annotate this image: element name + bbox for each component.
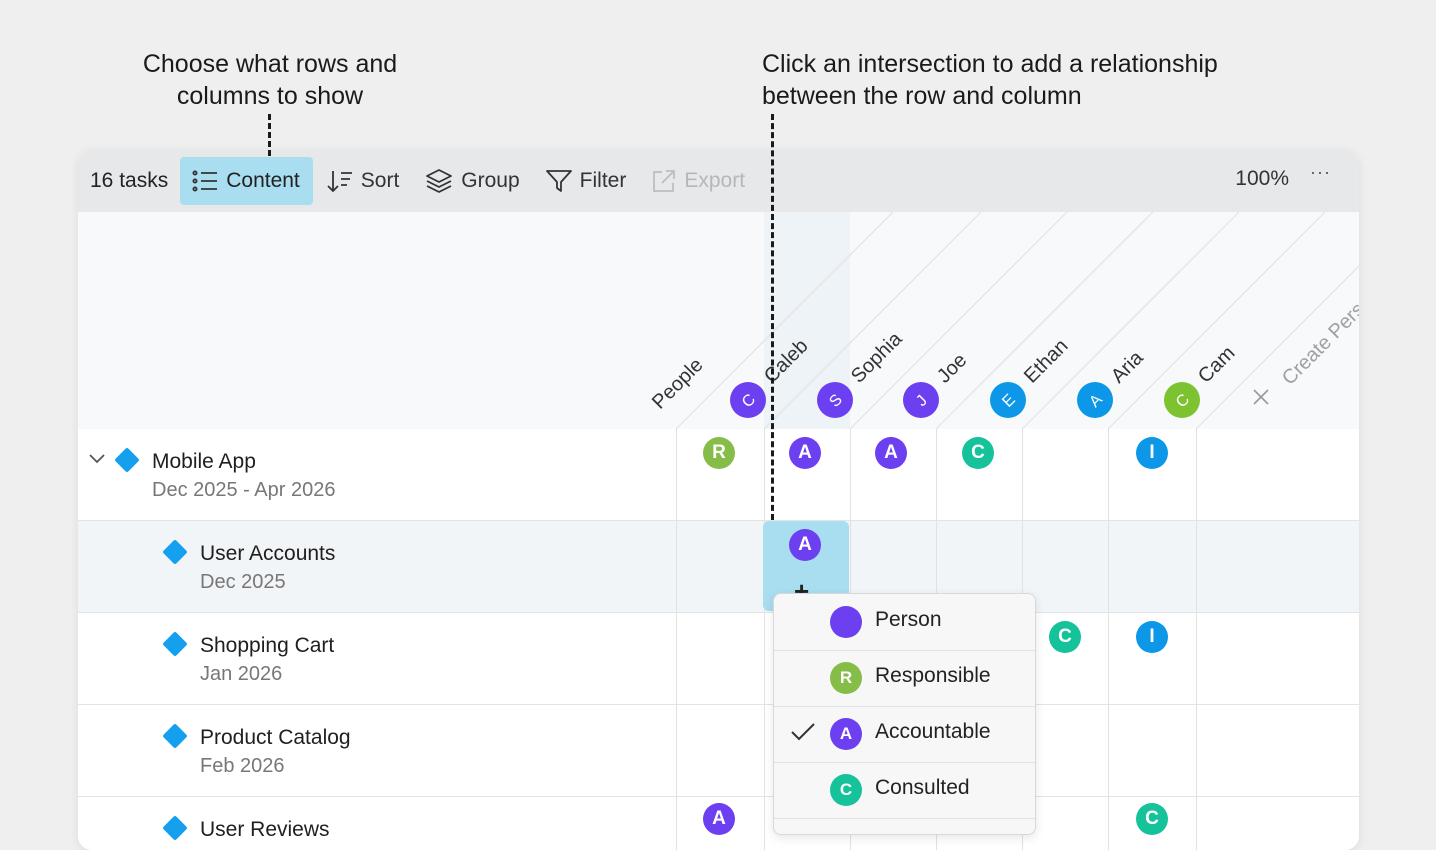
- person-name: Joe: [933, 349, 971, 387]
- annotation-pointer-right: [771, 114, 774, 520]
- raci-badge[interactable]: A: [789, 529, 821, 561]
- person-header-cam[interactable]: C Cam: [1164, 342, 1239, 418]
- accountable-badge-icon: A: [830, 718, 862, 750]
- sort-button[interactable]: Sort: [321, 157, 406, 205]
- create-person-label: Create Person: [1278, 283, 1359, 390]
- menu-item-accountable[interactable]: A Accountable: [774, 706, 1035, 763]
- person-name: Cam: [1194, 342, 1239, 387]
- zoom-level[interactable]: 100%: [1235, 167, 1289, 190]
- row-title: Product Catalog: [200, 726, 351, 749]
- avatar: [730, 382, 766, 418]
- milestone-icon: [114, 447, 140, 473]
- content-button-label: Content: [226, 169, 300, 192]
- check-icon: [791, 723, 815, 741]
- people-column-header: People: [648, 354, 708, 414]
- create-person-button[interactable]: Create Person: [1253, 283, 1359, 405]
- role-menu: Person R Responsible A Accountable C Con…: [773, 593, 1036, 835]
- avatar: [1077, 382, 1113, 418]
- raci-badge[interactable]: A: [875, 437, 907, 469]
- raci-badge[interactable]: I: [1136, 437, 1168, 469]
- annotation-right-line1: Click an intersection to add a relations…: [762, 50, 1218, 78]
- menu-item-consulted[interactable]: C Consulted: [774, 762, 1035, 819]
- raci-badge[interactable]: I: [1136, 621, 1168, 653]
- raci-badge[interactable]: C: [1136, 803, 1168, 835]
- chevron-down-icon[interactable]: [88, 453, 106, 465]
- annotation-right-line2: between the row and column: [762, 82, 1082, 110]
- menu-item-label: Person: [875, 608, 942, 631]
- row-date: Feb 2026: [200, 755, 285, 777]
- row-title: User Reviews: [200, 818, 330, 841]
- annotation-left-line2: columns to show: [176, 82, 364, 110]
- milestone-icon: [162, 815, 188, 841]
- menu-item-label: Accountable: [875, 720, 991, 743]
- filter-button-label: Filter: [579, 169, 627, 192]
- annotation-right: Click an intersection to add a relations…: [762, 48, 1322, 112]
- layers-icon: [426, 169, 453, 193]
- export-icon: [653, 170, 676, 192]
- person-header-aria[interactable]: A Aria: [1077, 346, 1148, 418]
- person-header-ethan[interactable]: E Ethan: [990, 335, 1072, 418]
- raci-badge[interactable]: C: [1049, 621, 1081, 653]
- row-title: Shopping Cart: [200, 634, 335, 657]
- filter-button[interactable]: Filter: [540, 157, 633, 205]
- row-date: Dec 2025 - Apr 2026: [152, 479, 336, 501]
- table-row[interactable]: Shopping Cart Jan 2026: [78, 613, 1359, 705]
- raci-badge[interactable]: A: [789, 437, 821, 469]
- menu-item-label: Consulted: [875, 776, 970, 799]
- raci-badge[interactable]: C: [962, 437, 994, 469]
- export-button[interactable]: Export: [646, 157, 751, 205]
- close-icon: [1253, 389, 1269, 405]
- sort-button-label: Sort: [360, 169, 400, 192]
- milestone-icon: [162, 539, 188, 565]
- person-name: Caleb: [760, 335, 813, 388]
- task-count: 16 tasks: [90, 169, 169, 192]
- filter-icon: [545, 170, 572, 192]
- grid-line: [1196, 429, 1197, 850]
- person-avatar-icon: [830, 606, 862, 638]
- avatar: [903, 382, 939, 418]
- avatar: [817, 382, 853, 418]
- menu-item-responsible[interactable]: R Responsible: [774, 650, 1035, 707]
- raci-badge[interactable]: A: [703, 803, 735, 835]
- app-window: 16 tasks Content Sort: [78, 150, 1359, 850]
- list-icon: [192, 170, 218, 192]
- annotation-left: Choose what rows and columns to show: [110, 48, 430, 112]
- grid-line: [1108, 429, 1109, 850]
- person-name: Ethan: [1020, 335, 1073, 388]
- person-name: Aria: [1107, 346, 1148, 387]
- annotation-pointer-left: [268, 114, 271, 156]
- annotation-left-line1: Choose what rows and: [142, 50, 398, 78]
- grid-line: [676, 429, 677, 850]
- milestone-icon: [162, 631, 188, 657]
- toolbar: 16 tasks Content Sort: [78, 150, 1359, 212]
- milestone-icon: [162, 723, 188, 749]
- consulted-badge-icon: C: [830, 774, 862, 806]
- table-row[interactable]: Product Catalog Feb 2026: [78, 705, 1359, 797]
- responsible-badge-icon: R: [830, 662, 862, 694]
- export-button-label: Export: [684, 169, 746, 192]
- person-header-sophia[interactable]: S Sophia: [817, 327, 907, 418]
- row-date: Jan 2026: [200, 663, 283, 685]
- more-options-button[interactable]: ···: [1310, 162, 1331, 182]
- table-row[interactable]: User Accounts Dec 2025: [78, 521, 1359, 613]
- sort-icon: [327, 171, 352, 193]
- row-title: Mobile App: [152, 450, 256, 473]
- person-header-joe[interactable]: J Joe: [903, 349, 971, 418]
- raci-badge[interactable]: R: [703, 437, 735, 469]
- avatar: [990, 382, 1026, 418]
- column-header-area: [78, 212, 1359, 429]
- content-button[interactable]: Content: [180, 157, 313, 205]
- group-button-label: Group: [461, 169, 520, 192]
- group-button[interactable]: Group: [419, 157, 525, 205]
- row-title: User Accounts: [200, 542, 336, 565]
- grid-line: [764, 429, 765, 850]
- column-headers: People C Caleb S Sophia J Joe E Ethan A …: [648, 211, 1359, 429]
- menu-item-label: Responsible: [875, 664, 991, 687]
- menu-item-person[interactable]: Person: [774, 594, 1035, 651]
- avatar: [1164, 382, 1200, 418]
- row-date: Dec 2025: [200, 571, 286, 593]
